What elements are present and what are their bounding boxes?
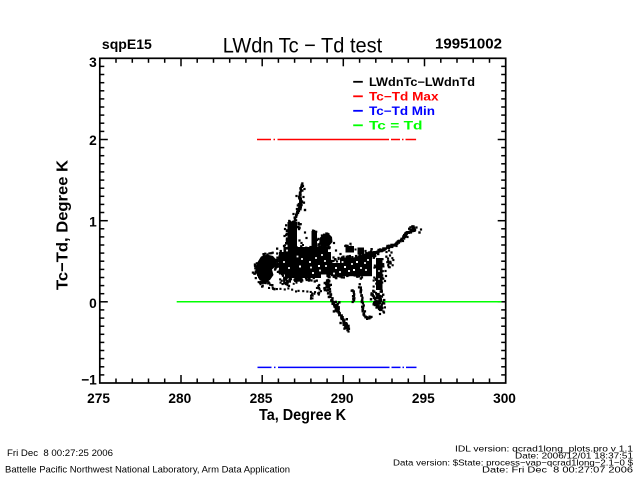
svg-text:Fri Dec 8 00:27:25 2006: Fri Dec 8 00:27:25 2006: [7, 448, 113, 458]
svg-text:LWdnTc−LWdnTd: LWdnTc−LWdnTd: [369, 77, 475, 89]
svg-text:0: 0: [89, 296, 97, 311]
svg-text:3: 3: [89, 55, 97, 70]
svg-text:Tc−Td Min: Tc−Td Min: [369, 106, 435, 118]
svg-text:Ta, Degree K: Ta, Degree K: [259, 407, 346, 424]
svg-text:IDL version: qcrad1long_plots.: IDL version: qcrad1long_plots.pro v 1.1: [455, 444, 633, 454]
svg-text:Date: 2006/12/01 18:37:51: Date: 2006/12/01 18:37:51: [515, 451, 633, 461]
svg-text:19951002: 19951002: [435, 37, 502, 53]
svg-text:Tc = Td: Tc = Td: [369, 121, 423, 133]
svg-text:sqpE15: sqpE15: [102, 36, 152, 52]
svg-text:285: 285: [250, 391, 273, 406]
svg-text:300: 300: [493, 391, 516, 406]
svg-text:Battelle Pacific Northwest Nat: Battelle Pacific Northwest National Labo…: [5, 465, 290, 475]
svg-text:1: 1: [89, 214, 97, 229]
svg-text:Date: Fri Dec 8 00:27:07 2006: Date: Fri Dec 8 00:27:07 2006: [482, 465, 633, 475]
svg-text:290: 290: [331, 391, 354, 406]
svg-text:2: 2: [89, 133, 97, 148]
svg-text:Data version: $State: process−: Data version: $State: process−vap−qcrad1…: [393, 458, 633, 468]
svg-text:Tc−Td Max: Tc−Td Max: [369, 92, 439, 104]
svg-text:Tc−Td, Degree K: Tc−Td, Degree K: [55, 160, 72, 290]
svg-text:LWdn Tc − Td test: LWdn Tc − Td test: [223, 33, 383, 57]
svg-text:295: 295: [412, 391, 435, 406]
svg-text:275: 275: [87, 391, 110, 406]
svg-text:280: 280: [168, 391, 191, 406]
svg-text:−1: −1: [81, 373, 97, 388]
